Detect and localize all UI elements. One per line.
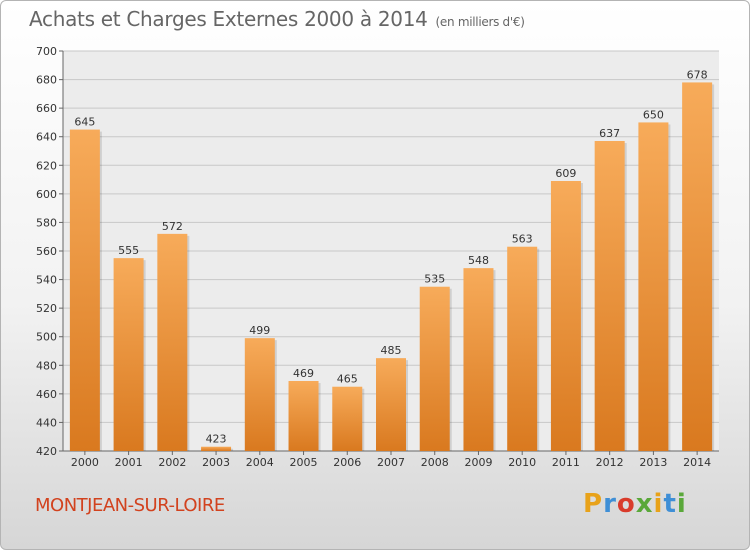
logo-letter: r bbox=[603, 489, 617, 519]
bar bbox=[463, 268, 494, 451]
data-label: 485 bbox=[381, 344, 402, 357]
chart-title: Achats et Charges Externes 2000 à 2014 (e… bbox=[29, 7, 525, 31]
y-tick-label: 660 bbox=[36, 102, 57, 115]
data-label: 650 bbox=[643, 108, 664, 121]
y-tick-label: 420 bbox=[36, 445, 57, 458]
data-label: 469 bbox=[293, 367, 314, 380]
y-tick-label: 640 bbox=[36, 131, 57, 144]
y-tick-label: 500 bbox=[36, 331, 57, 344]
data-label: 637 bbox=[599, 127, 620, 140]
logo-letter: x bbox=[635, 489, 654, 519]
bar bbox=[288, 381, 319, 451]
bar bbox=[550, 181, 581, 451]
x-tick-label: 2004 bbox=[246, 456, 274, 469]
x-tick-label: 2001 bbox=[115, 456, 143, 469]
bar bbox=[201, 446, 232, 451]
data-label: 678 bbox=[687, 68, 708, 81]
x-tick-label: 2014 bbox=[683, 456, 711, 469]
bar bbox=[69, 129, 100, 452]
logo-letter: i bbox=[653, 489, 664, 519]
bar bbox=[594, 141, 625, 451]
y-tick-label: 580 bbox=[36, 216, 57, 229]
x-tick-label: 2007 bbox=[377, 456, 405, 469]
y-tick-label: 600 bbox=[36, 188, 57, 201]
bar bbox=[332, 386, 363, 451]
x-tick-label: 2013 bbox=[639, 456, 667, 469]
chart-subtitle: (en milliers d'€) bbox=[435, 15, 525, 29]
y-tick-label: 680 bbox=[36, 74, 57, 87]
data-label: 645 bbox=[74, 116, 95, 129]
bar bbox=[376, 358, 406, 451]
logo-letter: t bbox=[663, 489, 677, 519]
data-label: 535 bbox=[424, 273, 445, 286]
y-tick-label: 480 bbox=[36, 359, 57, 372]
commune-name: MONTJEAN-SUR-LOIRE bbox=[35, 495, 225, 516]
bar bbox=[682, 82, 713, 451]
logo-letter: P bbox=[583, 489, 604, 519]
bar bbox=[113, 258, 144, 451]
y-tick-label: 700 bbox=[36, 45, 57, 58]
y-tick-label: 620 bbox=[36, 159, 57, 172]
data-label: 563 bbox=[512, 233, 533, 246]
title-text: Achats et Charges Externes 2000 à 2014 bbox=[29, 7, 428, 31]
x-tick-label: 2006 bbox=[333, 456, 361, 469]
data-label: 465 bbox=[337, 373, 358, 386]
data-label: 423 bbox=[206, 433, 227, 446]
y-tick-label: 560 bbox=[36, 245, 57, 258]
y-tick-label: 520 bbox=[36, 302, 57, 315]
logo-letter: i bbox=[676, 489, 687, 519]
data-label: 609 bbox=[555, 167, 576, 180]
bar bbox=[507, 246, 538, 451]
x-tick-label: 2002 bbox=[158, 456, 186, 469]
x-tick-label: 2000 bbox=[71, 456, 99, 469]
data-label: 555 bbox=[118, 244, 139, 257]
data-label: 499 bbox=[249, 324, 270, 337]
y-tick-label: 440 bbox=[36, 416, 57, 429]
x-tick-label: 2012 bbox=[596, 456, 624, 469]
x-tick-label: 2010 bbox=[508, 456, 536, 469]
x-tick-label: 2008 bbox=[421, 456, 449, 469]
data-label: 548 bbox=[468, 254, 489, 267]
x-tick-label: 2011 bbox=[552, 456, 580, 469]
data-label: 572 bbox=[162, 220, 183, 233]
bar bbox=[244, 338, 275, 451]
y-tick-label: 540 bbox=[36, 274, 57, 287]
x-tick-label: 2009 bbox=[464, 456, 492, 469]
bar bbox=[419, 286, 450, 451]
x-tick-label: 2005 bbox=[290, 456, 318, 469]
y-tick-label: 460 bbox=[36, 388, 57, 401]
proxiti-logo: Proxiti bbox=[583, 489, 687, 519]
logo-letter: o bbox=[616, 489, 636, 519]
bar bbox=[638, 122, 669, 451]
bar bbox=[157, 233, 188, 451]
x-tick-label: 2003 bbox=[202, 456, 230, 469]
